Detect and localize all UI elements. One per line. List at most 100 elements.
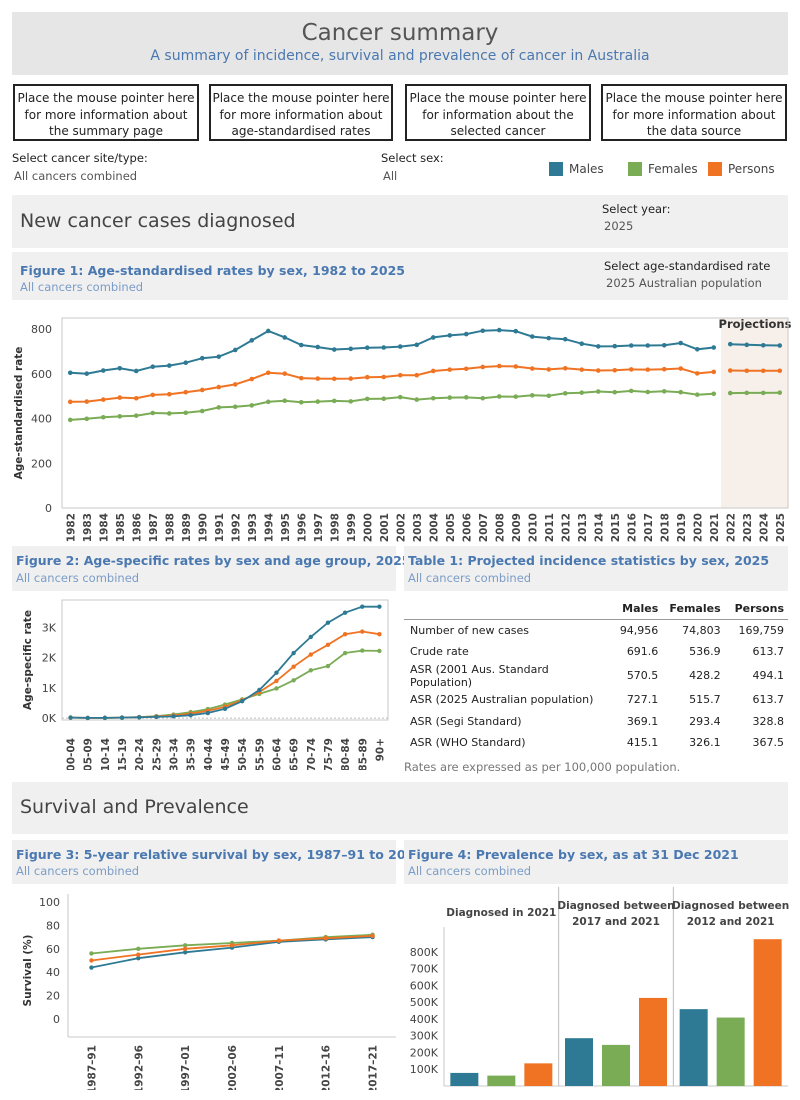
table-row: Number of new cases 94,956 74,803 169,759 [404,620,788,642]
data-point-males [777,343,783,348]
data-point-males [760,342,766,348]
data-point-males [377,604,382,609]
legend-item-females[interactable]: Females [628,162,698,176]
data-point-persons [133,395,139,401]
table-row-label: Crude rate [410,645,469,659]
data-point-males [480,328,486,334]
x-tick-label: 1999 [346,513,358,542]
data-point-males [562,336,568,342]
data-point-males [239,699,245,704]
table-cell-males: 369.1 [626,714,659,728]
table-row-label: ASR (Segi Standard) [410,714,522,728]
data-point-persons [370,933,375,939]
data-point-females [331,398,337,404]
data-point-females [397,394,403,400]
year-filter-label: Select year: [602,202,671,216]
data-point-females [183,410,189,416]
data-point-males [117,365,123,371]
data-point-males [282,335,288,340]
data-point-females [447,395,453,400]
data-point-persons [744,368,750,374]
data-point-females [282,398,288,404]
data-point-males [205,710,211,716]
x-tick-label: 1990 [197,513,209,542]
legend-item-males[interactable]: Males [549,162,604,176]
site-filter-label: Select cancer site/type: [12,151,148,165]
x-tick-label: 75-79 [323,738,335,770]
bar-females [602,1044,630,1086]
data-point-females [760,390,766,396]
x-tick-label: 2022 [725,513,737,542]
y-tick-label: 60 [46,943,60,956]
data-point-females [360,648,365,653]
data-point-females [100,414,106,420]
data-point-persons [711,369,717,375]
table-cell-males: 691.6 [626,645,659,659]
data-point-females [216,405,222,410]
x-tick-label: 1984 [98,513,110,542]
info-box-selected-cancer[interactable]: Place the mouse pointer here for informa… [405,84,591,141]
data-point-persons [414,372,420,378]
data-point-males [150,364,156,370]
x-tick-label: 60-64 [271,738,283,770]
legend-label-females: Females [648,162,698,176]
data-point-females [308,668,313,673]
data-point-persons [661,366,667,372]
table1-footnote: Rates are expressed as per 100,000 popul… [404,760,681,774]
fig4-title: Figure 4: Prevalence by sex, as at 31 De… [408,847,739,862]
data-point-females [430,395,436,401]
data-point-females [84,416,90,422]
data-point-persons [265,370,271,376]
x-tick-label: 2000 [362,513,374,542]
table-cell-males: 727.1 [626,693,659,707]
x-tick-label: 1995 [280,513,292,542]
series-line-males [70,329,714,375]
data-point-females [579,390,585,395]
x-tick-label: 2018 [659,513,671,542]
x-tick-label: 2017 [643,513,655,542]
legend-item-persons[interactable]: Persons [708,162,775,176]
table-cell-females: 326.1 [689,736,721,750]
data-point-males [397,344,403,349]
category-header: 2012 and 2021 [687,916,775,928]
data-point-persons [308,652,313,657]
fig1-title: Figure 1: Age-standardised rates by sex,… [20,263,405,278]
x-tick-label: 2012–16 [321,1045,333,1090]
fig3-title-band [12,840,396,884]
projections-label: Projections [719,317,792,331]
y-tick-label: 400 [31,413,52,426]
table-cell-females: 536.9 [689,645,721,659]
std-filter-dropdown[interactable]: 2025 Australian population [606,276,762,290]
x-tick-label: 2017–21 [368,1045,380,1090]
data-point-persons [100,397,106,402]
x-tick-label: 1989 [181,513,193,542]
data-point-males [463,331,469,337]
info-box-data-source[interactable]: Place the mouse pointer here for more in… [601,84,787,141]
sex-filter-dropdown[interactable]: All [383,169,398,183]
data-point-persons [325,642,331,648]
data-point-females [480,395,486,401]
data-point-males [513,328,519,334]
info-box-age-standardised[interactable]: Place the mouse pointer here for more in… [209,84,393,141]
year-filter-dropdown[interactable]: 2025 [604,219,634,233]
data-point-persons [546,367,552,372]
x-tick-label: 2001 [379,513,391,542]
y-tick-label: 300K [410,1030,439,1043]
data-point-females [199,408,205,414]
x-tick-label: 70-74 [306,738,318,770]
table-cell-persons: 613.7 [752,645,785,659]
data-point-males [232,347,238,353]
y-tick-label: 20 [46,990,60,1003]
data-point-females [562,391,568,396]
data-point-females [529,393,535,398]
data-point-males [68,715,73,720]
data-point-males [85,715,90,721]
info-box-summary[interactable]: Place the mouse pointer here for more in… [13,84,199,141]
data-point-females [117,414,123,419]
data-point-males [298,342,304,348]
y-tick-label: 40 [46,966,60,979]
data-point-males [171,714,176,719]
x-tick-label: 1987–91 [86,1045,98,1090]
site-filter-dropdown[interactable]: All cancers combined [14,169,138,183]
data-point-persons [777,368,783,374]
